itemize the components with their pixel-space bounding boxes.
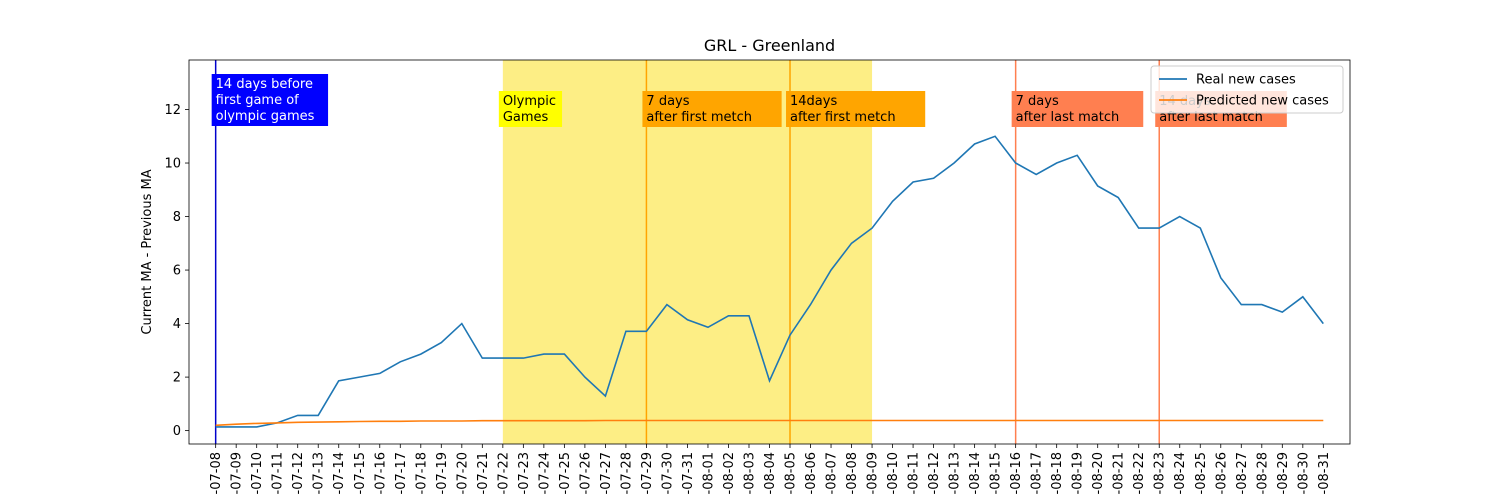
x-tick-label: -08-23 [1153, 452, 1168, 494]
x-tick-label: -07-11 [271, 452, 286, 494]
x-tick-label: -08-05 [784, 452, 799, 494]
x-tick-label: -08-13 [948, 452, 963, 494]
legend: Real new cases Predicted new cases [1150, 65, 1344, 114]
x-tick-label: -08-06 [804, 452, 819, 494]
x-tick-label: -08-07 [825, 452, 840, 494]
legend-box [1150, 65, 1344, 114]
annotation-text: after first metch [646, 110, 752, 125]
x-tick-label: -08-31 [1317, 452, 1332, 494]
series-line-real-new-cases [215, 135, 1324, 428]
x-tick-label: -07-17 [394, 452, 409, 494]
x-tick-label: -07-31 [681, 452, 696, 494]
legend-label: Real new cases [1196, 73, 1296, 88]
annotation-text: after last match [1016, 110, 1120, 125]
x-tick-label: -08-24 [1173, 452, 1188, 494]
x-tick-label: -08-08 [845, 452, 860, 494]
x-tick-label: -08-19 [1071, 452, 1086, 494]
x-tick-label: -08-14 [968, 452, 983, 494]
annotation-text: Games [503, 110, 549, 125]
x-tick-label: -08-30 [1296, 452, 1311, 494]
x-tick-label: -07-20 [455, 452, 470, 494]
x-tick-label: -08-28 [1255, 452, 1270, 494]
x-tick-label: -07-21 [476, 452, 491, 494]
x-tick-label: -07-27 [599, 452, 614, 494]
annotation-text: first game of [216, 93, 300, 108]
x-tick-label: -07-10 [250, 452, 265, 494]
y-tick-label: 2 [173, 371, 181, 386]
annotation-text: 7 days [1016, 94, 1059, 109]
x-tick-label: -08-27 [1235, 452, 1250, 494]
annotation-box [498, 91, 563, 127]
y-tick-label: 0 [173, 424, 181, 439]
x-tick-label: -08-16 [1009, 452, 1024, 494]
x-tick-label: -08-11 [907, 452, 922, 494]
annotation-box [642, 91, 782, 127]
y-tick-label: 8 [173, 210, 181, 225]
x-tick-label: -07-24 [537, 452, 552, 494]
x-tick-label: -08-18 [1050, 452, 1065, 494]
x-tick-label: -08-04 [763, 452, 778, 494]
y-tick-label: 6 [173, 264, 181, 279]
annotation-text: 7 days [646, 94, 689, 109]
x-tick-label: -08-22 [1132, 452, 1147, 494]
annotation-text: Olympic [503, 94, 556, 109]
annotation-box [211, 74, 329, 126]
x-tick-label: -07-08 [209, 452, 224, 494]
x-tick-label: -08-21 [1112, 452, 1127, 494]
y-tick-label: 12 [164, 103, 181, 118]
x-tick-label: -08-17 [1030, 452, 1045, 494]
x-tick-label: -07-16 [373, 452, 388, 494]
x-tick-label: -07-26 [578, 452, 593, 494]
series-line-predicted-new-cases [215, 419, 1324, 427]
x-tick-label: -07-23 [517, 452, 532, 494]
annotation-text: olympic games [216, 109, 315, 124]
annotation-text: after first metch [790, 110, 896, 125]
x-tick-label: -07-30 [660, 452, 675, 494]
x-axis: -07-08 -07-09 -07-10 -07-11 -07-12 -07-13 -07-… [209, 444, 1332, 494]
x-tick-label: -08-20 [1091, 452, 1106, 494]
legend-label: Predicted new cases [1196, 94, 1329, 109]
x-tick-label: -07-15 [353, 452, 368, 494]
x-tick-label: -08-29 [1276, 452, 1291, 494]
x-tick-label: -07-19 [435, 452, 450, 494]
x-tick-label: -08-25 [1194, 452, 1209, 494]
annotation-box [786, 91, 926, 127]
x-tick-label: -07-12 [291, 452, 306, 494]
series-layer [215, 135, 1324, 428]
annotation-text: after last match [1159, 110, 1263, 125]
chart-title: GRL - Greenland [704, 36, 835, 55]
x-tick-label: -07-18 [414, 452, 429, 494]
x-tick-label: -07-28 [619, 452, 634, 494]
y-axis: 0 2 4 6 8 10 12 [164, 103, 189, 439]
x-tick-label: -07-14 [332, 452, 347, 494]
x-tick-label: -08-02 [722, 452, 737, 494]
x-tick-label: -08-15 [989, 452, 1004, 494]
x-tick-label: -08-01 [701, 452, 716, 494]
annotation-text: 14days [790, 94, 837, 109]
x-tick-label: -08-09 [866, 452, 881, 494]
y-axis-label: Current MA - Previous MA [140, 169, 155, 334]
y-tick-label: 10 [164, 157, 181, 172]
x-tick-label: -07-25 [558, 452, 573, 494]
x-tick-label: -08-03 [742, 452, 757, 494]
x-tick-label: -08-10 [886, 452, 901, 494]
y-tick-label: 4 [173, 317, 181, 332]
x-tick-label: -08-12 [927, 452, 942, 494]
x-tick-label: -07-22 [496, 452, 511, 494]
annotation-text: 14 days before [216, 77, 313, 92]
x-tick-label: -07-09 [230, 452, 245, 494]
x-tick-label: -08-26 [1214, 452, 1229, 494]
annotation-box [1011, 91, 1144, 127]
x-tick-label: -07-13 [312, 452, 327, 494]
x-tick-label: -07-29 [640, 452, 655, 494]
